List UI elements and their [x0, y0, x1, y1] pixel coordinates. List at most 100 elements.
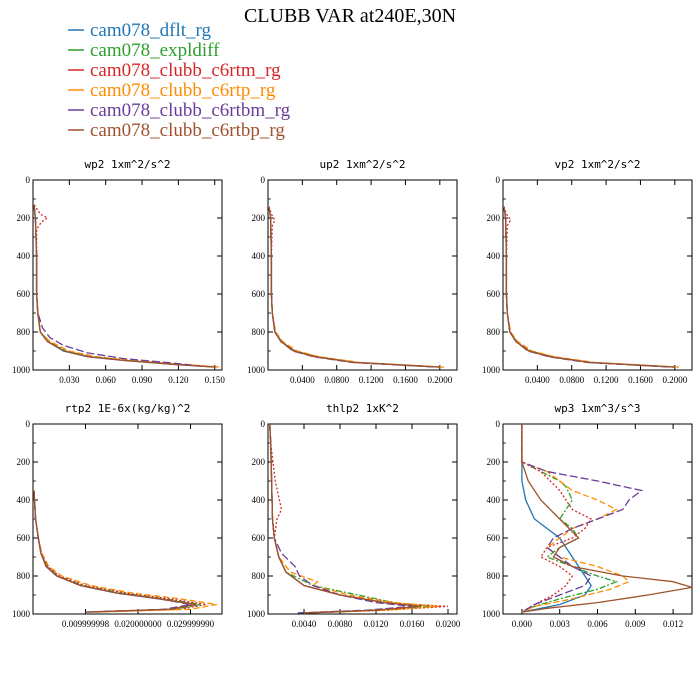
y-tick-label: 200 [487, 213, 501, 223]
series-line [521, 424, 619, 613]
y-tick-label: 800 [252, 571, 266, 581]
legend-label: cam078_clubb_c6rtp_rg [90, 80, 276, 101]
panel-title: vp2 1xm^2/s^2 [554, 158, 640, 171]
plot-frame [267, 179, 458, 371]
legend-label: cam078_expldiff [90, 40, 220, 61]
x-tick-label: 0.003 [550, 619, 571, 629]
x-tick-label: 0.020000000 [114, 619, 162, 629]
legend-entry: cam078_expldiff [68, 40, 220, 61]
y-tick-label: 800 [487, 327, 501, 337]
chart-panel: wp2 1xm^2/s^2 0 200 400 600 800 1000 0.030 0.060… [12, 158, 225, 385]
chart-panel: wp3 1xm^3/s^3 0 200 400 600 800 1000 0.000 0.003… [482, 402, 693, 629]
series-line [33, 490, 191, 613]
series-line [503, 206, 680, 368]
panel-title: thlp2 1xK^2 [326, 402, 399, 415]
y-tick-label: 600 [17, 533, 31, 543]
x-tick-label: 0.0120 [364, 619, 389, 629]
x-tick-label: 0.090 [132, 375, 153, 385]
panel-title: wp2 1xm^2/s^2 [84, 158, 170, 171]
legend-label: cam078_clubb_c6rtbp_rg [90, 120, 285, 141]
y-tick-label: 600 [487, 533, 501, 543]
x-tick-label: 0.1200 [594, 375, 619, 385]
series-line [33, 490, 196, 613]
y-tick-label: 1000 [247, 609, 266, 619]
x-tick-label: 0.1600 [628, 375, 653, 385]
series-line [268, 206, 437, 368]
x-tick-label: 0.2000 [662, 375, 687, 385]
y-tick-label: 400 [487, 495, 501, 505]
plot-frame [267, 423, 458, 615]
series-group [269, 424, 449, 614]
series-group [268, 206, 445, 368]
y-tick-label: 800 [487, 571, 501, 581]
series-line [269, 424, 413, 614]
series-line [521, 424, 692, 613]
x-tick-label: 0.012 [663, 619, 683, 629]
series-line [269, 424, 440, 614]
series-line [268, 206, 442, 368]
series-group [33, 490, 217, 613]
series-line [33, 490, 196, 613]
y-tick-label: 1000 [482, 365, 501, 375]
x-tick-label: 0.009 [625, 619, 646, 629]
panel-title: rtp2 1E-6x(kg/kg)^2 [65, 402, 191, 415]
x-tick-label: 0.120 [168, 375, 189, 385]
plot-frame [32, 423, 223, 615]
x-tick-label: 0.0200 [436, 619, 461, 629]
x-tick-label: 0.1600 [393, 375, 418, 385]
x-tick-label: 0.009999998 [62, 619, 110, 629]
series-line [521, 424, 644, 613]
x-tick-label: 0.0800 [559, 375, 584, 385]
series-line [503, 206, 672, 368]
y-tick-label: 600 [252, 533, 266, 543]
y-tick-label: 0 [26, 175, 31, 185]
series-group [503, 206, 680, 368]
y-tick-label: 400 [487, 251, 501, 261]
y-tick-label: 1000 [12, 609, 31, 619]
y-tick-label: 0 [496, 419, 501, 429]
legend-entry: cam078_clubb_c6rtbm_rg [68, 100, 291, 121]
series-line [503, 206, 676, 368]
series-line [33, 490, 202, 613]
x-tick-label: 0.000 [512, 619, 533, 629]
y-tick-label: 400 [17, 495, 31, 505]
series-line [33, 204, 216, 368]
series-line [503, 206, 675, 368]
series-line [33, 204, 215, 368]
series-line [33, 204, 219, 368]
y-tick-label: 400 [17, 251, 31, 261]
series-line [33, 490, 217, 613]
series-line [33, 204, 203, 367]
chart-panel: thlp2 1xK^2 0 200 400 600 800 1000 0.0040 0.0080… [247, 402, 461, 629]
y-tick-label: 0 [261, 419, 266, 429]
legend-label: cam078_clubb_c6rtbm_rg [90, 100, 291, 121]
series-line [268, 206, 441, 368]
x-tick-label: 0.2000 [427, 375, 452, 385]
series-line [521, 424, 631, 613]
y-tick-label: 200 [17, 457, 31, 467]
x-tick-label: 0.1200 [359, 375, 384, 385]
y-tick-label: 800 [17, 571, 31, 581]
y-tick-label: 200 [252, 457, 266, 467]
panel-title: wp3 1xm^3/s^3 [554, 402, 640, 415]
x-tick-label: 0.150 [205, 375, 226, 385]
panels: wp2 1xm^2/s^2 0 200 400 600 800 1000 0.030 0.060… [12, 158, 693, 629]
legend-entry: cam078_clubb_c6rtm_rg [68, 60, 281, 81]
x-tick-label: 0.029999990 [167, 619, 215, 629]
y-tick-label: 600 [252, 289, 266, 299]
plot-frame [502, 179, 693, 371]
series-line [268, 206, 440, 368]
y-tick-label: 800 [252, 327, 266, 337]
legend-entry: cam078_dflt_rg [68, 20, 212, 41]
series-line [268, 206, 445, 368]
x-tick-label: 0.030 [59, 375, 80, 385]
series-line [269, 424, 422, 614]
plot-frame [32, 179, 223, 371]
y-tick-label: 200 [252, 213, 266, 223]
y-tick-label: 200 [17, 213, 31, 223]
series-line [33, 204, 218, 368]
x-tick-label: 0.0160 [400, 619, 425, 629]
x-tick-label: 0.0040 [292, 619, 317, 629]
y-tick-label: 1000 [12, 365, 31, 375]
x-tick-label: 0.0400 [290, 375, 315, 385]
